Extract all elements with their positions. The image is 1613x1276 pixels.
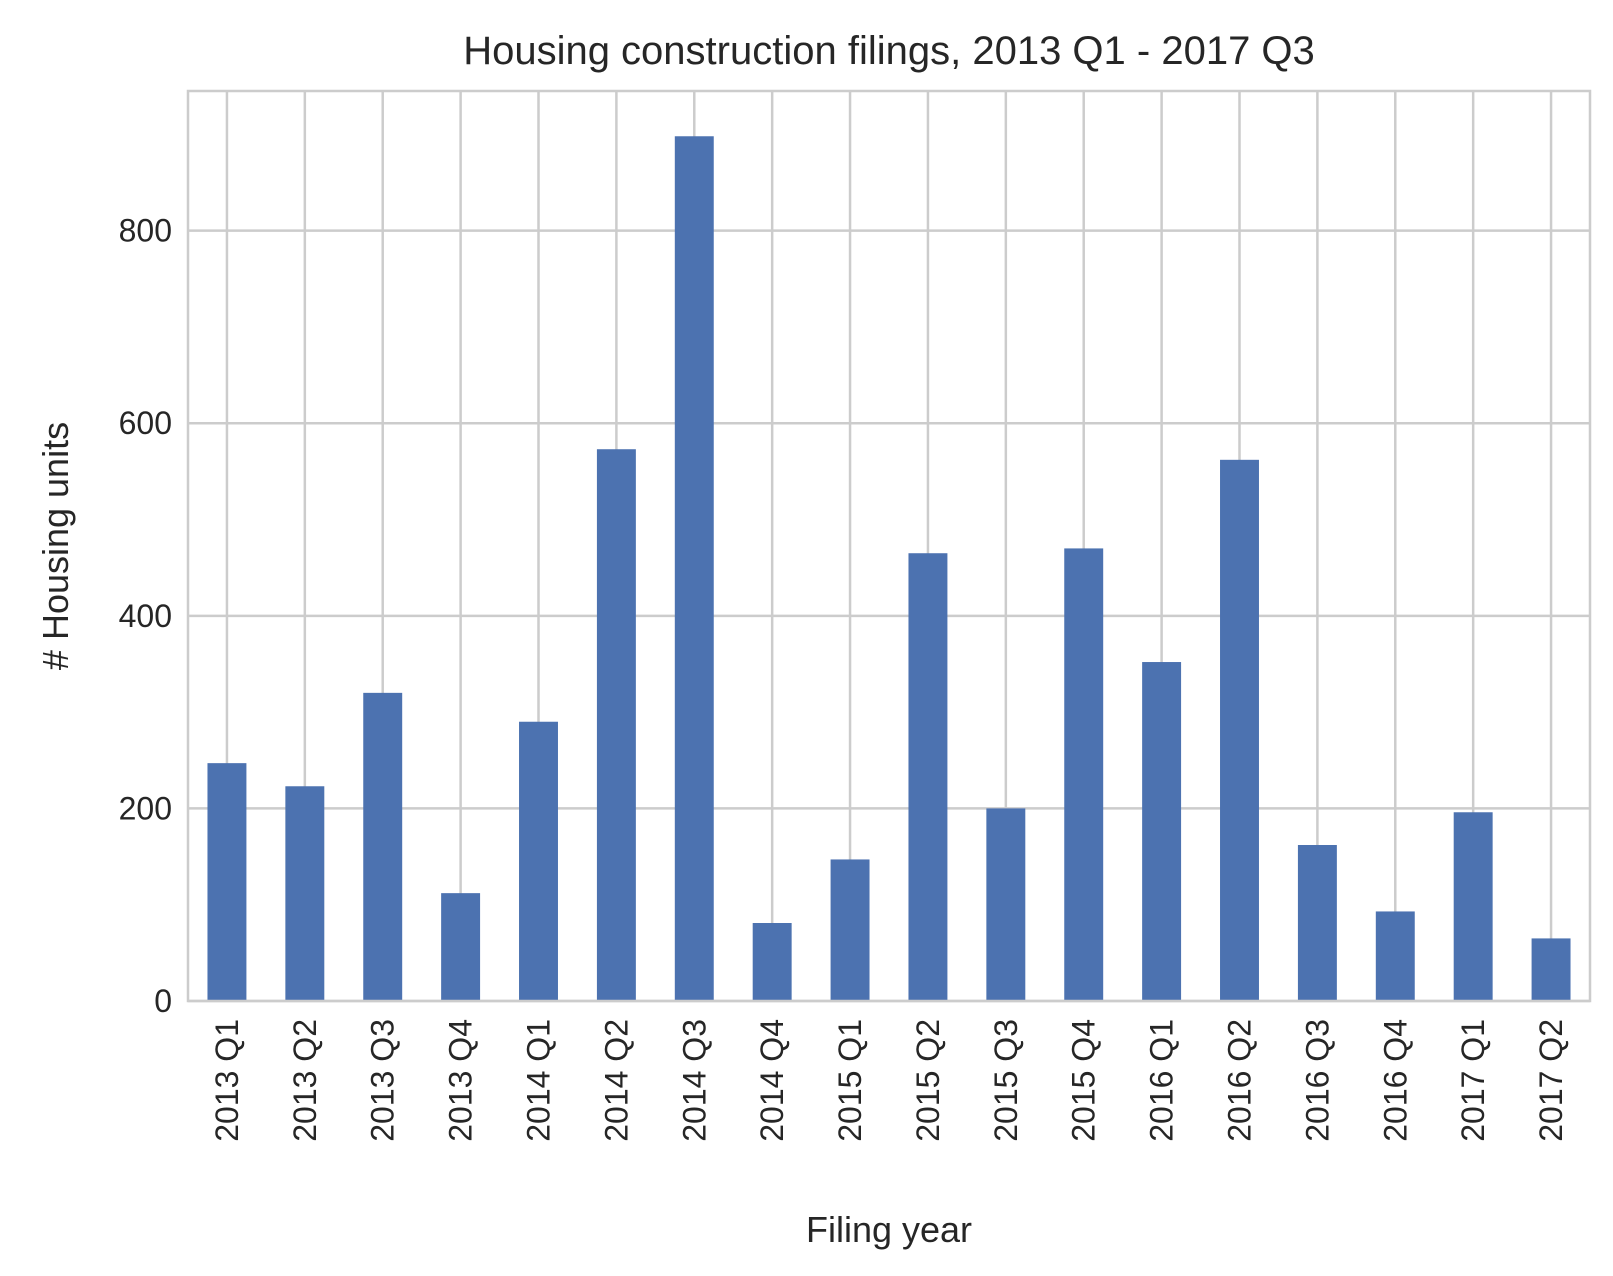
x-tick-label: 2017 Q2 [1533,1019,1569,1142]
bar [752,923,792,1001]
x-tick-label: 2013 Q2 [287,1019,323,1142]
bar [1453,812,1493,1001]
y-tick-label: 800 [119,213,172,249]
bar [285,786,325,1001]
bars [207,136,1571,1001]
x-tick-label: 2016 Q3 [1299,1019,1335,1142]
plot-frame [186,89,1592,1003]
y-tick-labels: 0 200 400 600 800 [119,213,172,1019]
y-axis-label: # Housing units [35,422,76,670]
bar [908,553,948,1001]
x-tick-label: 2015 Q3 [988,1019,1024,1142]
x-tick-label: 2014 Q2 [598,1019,634,1142]
x-tick-label: 2015 Q1 [832,1019,868,1142]
x-tick-label: 2014 Q4 [754,1019,790,1142]
bar [830,859,870,1001]
x-tick-label: 2016 Q2 [1222,1019,1258,1142]
x-tick-label: 2015 Q4 [1066,1019,1102,1142]
y-tick-label: 200 [119,790,172,826]
bar [441,893,481,1001]
bar [596,449,636,1001]
bar [674,136,714,1001]
bar [1064,548,1104,1001]
x-tick-label: 2013 Q1 [209,1019,245,1142]
x-tick-label: 2013 Q3 [365,1019,401,1142]
x-tick-label: 2015 Q2 [910,1019,946,1142]
y-tick-label: 400 [119,598,172,634]
bar [1220,459,1259,1001]
x-tick-label: 2014 Q1 [521,1019,557,1142]
bar [1297,845,1337,1001]
bar [1142,662,1182,1001]
x-tick-labels: 2013 Q1 2013 Q2 2013 Q3 2013 Q4 2014 Q1 2014 … [209,1019,1569,1142]
bar [986,808,1026,1001]
chart-title: Housing construction filings, 2013 Q1 - … [463,29,1315,73]
bar [1375,911,1415,1001]
x-tick-label: 2016 Q1 [1144,1019,1180,1142]
x-tick-label: 2016 Q4 [1377,1019,1413,1142]
bar [363,692,403,1001]
x-tick-label: 2017 Q1 [1455,1019,1491,1142]
y-tick-label: 0 [154,983,172,1019]
y-tick-label: 600 [119,405,172,441]
bar [519,721,558,1001]
x-tick-label: 2013 Q4 [443,1019,479,1142]
bar [207,763,247,1001]
bar [1531,938,1571,1001]
x-tick-label: 2014 Q3 [676,1019,712,1142]
x-axis-label: Filing year [806,1209,972,1250]
